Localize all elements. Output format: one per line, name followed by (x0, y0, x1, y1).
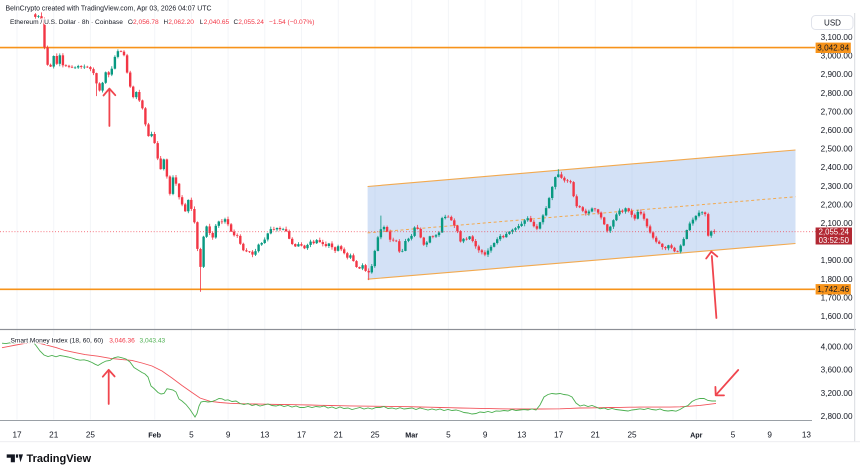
svg-text:3,043.43: 3,043.43 (140, 337, 166, 344)
svg-text:Smart Money Index (18, 60, 60): Smart Money Index (18, 60, 60) (11, 337, 104, 344)
svg-text:1,700.00: 1,700.00 (821, 293, 853, 302)
svg-text:2,800.00: 2,800.00 (821, 412, 853, 421)
svg-text:4,000.00: 4,000.00 (821, 343, 853, 352)
svg-text:21: 21 (591, 431, 601, 440)
svg-text:2,400.00: 2,400.00 (821, 163, 853, 172)
svg-text:Ethereum / U.S. Dollar · 8h ·: Ethereum / U.S. Dollar · 8h · Coinbase (10, 19, 123, 26)
svg-text:2,200.00: 2,200.00 (821, 200, 853, 209)
svg-text:9: 9 (226, 431, 231, 440)
svg-text:3,000.00: 3,000.00 (821, 52, 853, 61)
svg-text:13: 13 (802, 431, 812, 440)
svg-text:O2,056.78: O2,056.78 (128, 19, 159, 26)
svg-text:9: 9 (483, 431, 488, 440)
svg-text:25: 25 (627, 431, 637, 440)
svg-text:3,600.00: 3,600.00 (821, 366, 853, 375)
svg-text:L2,040.65: L2,040.65 (200, 19, 230, 26)
svg-text:−1.54 (−0.07%): −1.54 (−0.07%) (269, 19, 314, 26)
svg-text:25: 25 (86, 431, 96, 440)
svg-text:1,800.00: 1,800.00 (821, 275, 853, 284)
svg-text:3,200.00: 3,200.00 (821, 389, 853, 398)
svg-text:2,800.00: 2,800.00 (821, 89, 853, 98)
svg-text:BeInCrypto created with Tradin: BeInCrypto created with TradingView.com,… (6, 5, 212, 12)
svg-text:1,600.00: 1,600.00 (821, 312, 853, 321)
svg-text:5: 5 (731, 431, 736, 440)
svg-text:2,700.00: 2,700.00 (821, 107, 853, 116)
svg-text:13: 13 (260, 431, 270, 440)
svg-text:21: 21 (334, 431, 344, 440)
svg-text:3,100.00: 3,100.00 (821, 33, 853, 42)
svg-text:2,500.00: 2,500.00 (821, 145, 853, 154)
svg-text:9: 9 (767, 431, 772, 440)
svg-text:13: 13 (517, 431, 527, 440)
svg-text:3,042.84: 3,042.84 (817, 44, 849, 53)
svg-text:C2,055.24: C2,055.24 (234, 19, 265, 26)
svg-text:2,055.24: 2,055.24 (819, 228, 850, 237)
svg-text:2,100.00: 2,100.00 (821, 219, 853, 228)
svg-text:17: 17 (297, 431, 307, 440)
svg-text:1,742.46: 1,742.46 (817, 285, 849, 294)
svg-text:TradingView: TradingView (27, 453, 92, 465)
svg-text:Feb: Feb (148, 431, 161, 440)
svg-text:17: 17 (554, 431, 564, 440)
svg-text:5: 5 (446, 431, 451, 440)
svg-text:2,300.00: 2,300.00 (821, 182, 853, 191)
svg-text:2,600.00: 2,600.00 (821, 126, 853, 135)
svg-text:17: 17 (12, 431, 22, 440)
svg-text:1,900.00: 1,900.00 (821, 256, 853, 265)
svg-text:Apr: Apr (690, 431, 703, 440)
svg-text:Mar: Mar (405, 431, 418, 440)
svg-text:21: 21 (49, 431, 59, 440)
svg-text:USD: USD (824, 18, 841, 27)
svg-text:03:52:50: 03:52:50 (819, 236, 850, 245)
svg-text:3,046.36: 3,046.36 (109, 337, 135, 344)
svg-text:5: 5 (189, 431, 194, 440)
svg-text:H2,062.20: H2,062.20 (164, 19, 195, 26)
svg-text:25: 25 (370, 431, 380, 440)
svg-text:2,900.00: 2,900.00 (821, 70, 853, 79)
